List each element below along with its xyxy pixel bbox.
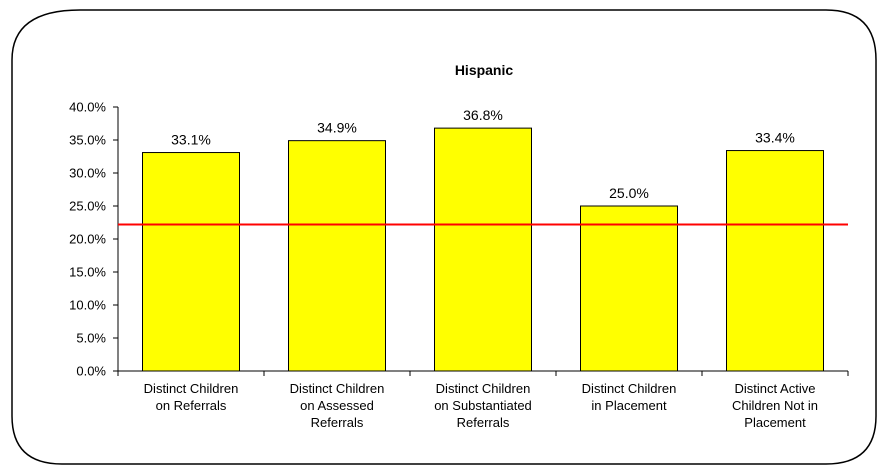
y-tick-label: 25.0% (69, 199, 106, 214)
bar (726, 150, 824, 372)
category-label: Placement (744, 415, 806, 430)
y-tick-label: 10.0% (69, 298, 106, 313)
y-tick-label: 35.0% (69, 133, 106, 148)
data-label: 33.4% (755, 130, 795, 146)
y-tick-label: 40.0% (69, 100, 106, 115)
y-tick-label: 0.0% (76, 364, 106, 379)
bar (434, 127, 532, 372)
chart-title: Hispanic (455, 62, 514, 78)
data-label: 36.8% (463, 107, 503, 123)
category-label: Distinct Children (582, 381, 677, 396)
category-label: Referrals (457, 415, 510, 430)
category-label: Distinct Children (290, 381, 385, 396)
y-tick-label: 5.0% (76, 331, 106, 346)
category-label: in Placement (591, 398, 667, 413)
data-label: 25.0% (609, 185, 649, 201)
category-label: Distinct Active (735, 381, 816, 396)
category-label: Distinct Children (144, 381, 239, 396)
y-tick-label: 30.0% (69, 166, 106, 181)
category-label: Children Not in (732, 398, 818, 413)
category-labels: Distinct Children on Referrals Distinct Ch… (144, 371, 849, 430)
chart-frame (11, 9, 877, 465)
axes (117, 107, 848, 376)
y-tick-label: 20.0% (69, 232, 106, 247)
category-label: on Substantiated (434, 398, 532, 413)
data-labels: 33.1% 34.9% 36.8% 25.0% 33.4% (171, 107, 795, 201)
data-label: 34.9% (317, 120, 357, 136)
category-label: on Referrals (156, 398, 227, 413)
y-axis-ticks: 0.0% 5.0% 10.0% 15.0% 20.0% 25.0% 30.0% 35.0% 40… (69, 100, 118, 379)
bar (580, 205, 678, 372)
bar (288, 140, 386, 372)
bar (142, 152, 240, 372)
category-label: Referrals (311, 415, 364, 430)
category-label: on Assessed (300, 398, 374, 413)
category-label: Distinct Children (436, 381, 531, 396)
y-tick-label: 15.0% (69, 265, 106, 280)
data-label: 33.1% (171, 132, 211, 148)
bars (142, 127, 824, 372)
